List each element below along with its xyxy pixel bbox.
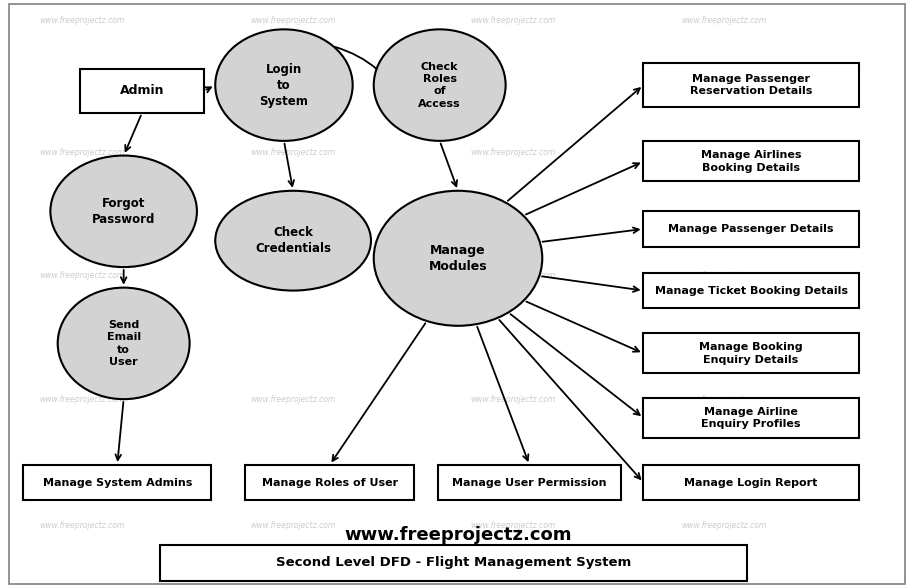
Text: Manage Booking
Enquiry Details: Manage Booking Enquiry Details	[699, 342, 803, 365]
Text: Check
Credentials: Check Credentials	[256, 226, 331, 255]
Text: Manage Ticket Booking Details: Manage Ticket Booking Details	[655, 285, 847, 296]
Text: www.freeprojectz.com: www.freeprojectz.com	[681, 271, 767, 281]
Text: Manage Passenger Details: Manage Passenger Details	[669, 224, 834, 234]
FancyBboxPatch shape	[245, 465, 414, 500]
Text: www.freeprojectz.com: www.freeprojectz.com	[470, 394, 556, 404]
Text: www.freeprojectz.com: www.freeprojectz.com	[681, 394, 767, 404]
Text: www.freeprojectz.com: www.freeprojectz.com	[681, 16, 767, 25]
Text: www.freeprojectz.com: www.freeprojectz.com	[470, 148, 556, 157]
Text: www.freeprojectz.com: www.freeprojectz.com	[39, 16, 125, 25]
Text: www.freeprojectz.com: www.freeprojectz.com	[250, 394, 336, 404]
Text: www.freeprojectz.com: www.freeprojectz.com	[470, 521, 556, 530]
FancyBboxPatch shape	[643, 211, 858, 247]
Text: www.freeprojectz.com: www.freeprojectz.com	[470, 271, 556, 281]
FancyBboxPatch shape	[643, 141, 858, 181]
FancyBboxPatch shape	[80, 69, 203, 113]
Text: www.freeprojectz.com: www.freeprojectz.com	[39, 521, 125, 530]
Text: Second Level DFD - Flight Management System: Second Level DFD - Flight Management Sys…	[276, 556, 631, 569]
Text: Send
Email
to
User: Send Email to User	[106, 320, 141, 367]
Text: www.freeprojectz.com: www.freeprojectz.com	[250, 271, 336, 281]
Text: Check
Roles
of
Access: Check Roles of Access	[419, 62, 461, 109]
Text: www.freeprojectz.com: www.freeprojectz.com	[39, 394, 125, 404]
Text: Manage Passenger
Reservation Details: Manage Passenger Reservation Details	[690, 74, 812, 96]
Ellipse shape	[58, 288, 190, 399]
Text: Manage Airline
Enquiry Profiles: Manage Airline Enquiry Profiles	[702, 407, 801, 429]
Text: Admin: Admin	[120, 85, 164, 97]
Text: Manage
Modules: Manage Modules	[429, 244, 487, 273]
Text: Manage Airlines
Booking Details: Manage Airlines Booking Details	[701, 150, 802, 173]
Ellipse shape	[215, 29, 353, 141]
FancyBboxPatch shape	[438, 465, 621, 500]
Text: www.freeprojectz.com: www.freeprojectz.com	[250, 148, 336, 157]
Text: www.freeprojectz.com: www.freeprojectz.com	[250, 16, 336, 25]
Text: Forgot
Password: Forgot Password	[92, 197, 156, 226]
FancyBboxPatch shape	[643, 63, 858, 107]
Ellipse shape	[374, 29, 506, 141]
Ellipse shape	[50, 156, 197, 267]
FancyBboxPatch shape	[160, 545, 747, 581]
Text: Manage User Permission: Manage User Permission	[453, 477, 606, 488]
Ellipse shape	[215, 191, 371, 291]
Text: Login
to
System: Login to System	[259, 63, 309, 107]
Text: Manage System Admins: Manage System Admins	[42, 477, 192, 488]
Ellipse shape	[374, 191, 542, 326]
Text: www.freeprojectz.com: www.freeprojectz.com	[681, 521, 767, 530]
Text: www.freeprojectz.com: www.freeprojectz.com	[39, 148, 125, 157]
FancyBboxPatch shape	[643, 465, 858, 500]
Text: www.freeprojectz.com: www.freeprojectz.com	[344, 527, 572, 544]
FancyBboxPatch shape	[643, 333, 858, 373]
Text: Manage Login Report: Manage Login Report	[684, 477, 818, 488]
Text: www.freeprojectz.com: www.freeprojectz.com	[39, 271, 125, 281]
Text: www.freeprojectz.com: www.freeprojectz.com	[681, 148, 767, 157]
Text: www.freeprojectz.com: www.freeprojectz.com	[250, 521, 336, 530]
Text: Manage Roles of User: Manage Roles of User	[262, 477, 398, 488]
Text: www.freeprojectz.com: www.freeprojectz.com	[470, 16, 556, 25]
FancyBboxPatch shape	[24, 465, 211, 500]
FancyBboxPatch shape	[643, 398, 858, 438]
FancyBboxPatch shape	[643, 273, 858, 308]
